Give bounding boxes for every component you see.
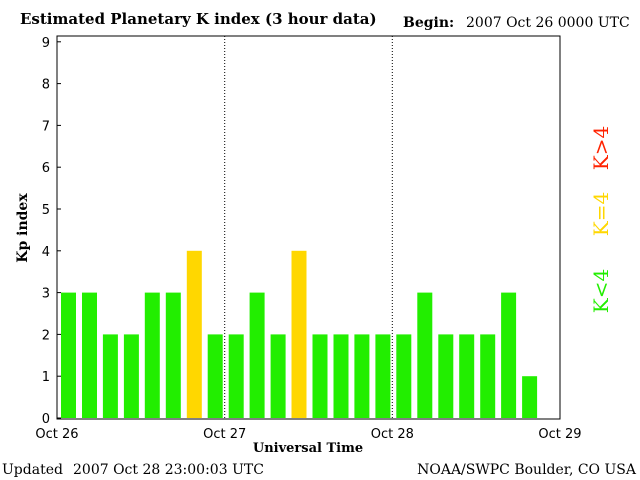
kp-bar-18 xyxy=(417,292,433,418)
y-tick-label-3: 3 xyxy=(42,287,50,302)
y-tick-label-7: 7 xyxy=(42,119,50,134)
x-tick-label-3: Oct 28 xyxy=(371,427,414,442)
x-axis-label: Universal Time xyxy=(253,441,363,456)
kp-bar-3 xyxy=(102,334,118,418)
y-tick-label-4: 4 xyxy=(42,245,50,260)
kp-bar-15 xyxy=(354,334,370,418)
kp-bar-2 xyxy=(82,292,97,418)
chart-title: Estimated Planetary K index (3 hour data… xyxy=(20,10,377,28)
kp-bar-8 xyxy=(207,334,223,418)
kp-bar-21 xyxy=(480,334,496,418)
updated-label: Updated xyxy=(2,462,63,478)
kp-bar-19 xyxy=(438,334,454,418)
y-tick-label-0: 0 xyxy=(42,412,50,427)
kp-bar-12 xyxy=(291,250,307,418)
x-tick-label-2: Oct 27 xyxy=(203,427,246,442)
y-tick-label-6: 6 xyxy=(42,161,50,176)
begin-value: 2007 Oct 26 0000 UTC xyxy=(466,15,630,31)
legend-k-greater-4: K>4 xyxy=(589,126,613,170)
kp-bar-14 xyxy=(333,334,349,418)
kp-bar-22 xyxy=(501,292,517,418)
begin-label: Begin: xyxy=(403,15,454,31)
kp-bar-16 xyxy=(375,334,391,418)
source-label: NOAA/SWPC Boulder, CO USA xyxy=(417,462,637,478)
kp-bar-5 xyxy=(144,292,160,418)
kp-bar-6 xyxy=(165,292,181,418)
kp-bar-7 xyxy=(186,250,202,418)
x-tick-label-1: Oct 26 xyxy=(35,427,78,442)
kp-bar-4 xyxy=(123,334,139,418)
legend-k-less-4: K<4 xyxy=(589,269,613,313)
y-tick-label-5: 5 xyxy=(42,203,50,218)
y-axis-ticks: 0 1 2 3 4 5 6 7 8 9 xyxy=(42,36,61,427)
kp-bar-9 xyxy=(228,334,244,418)
kp-bar-1 xyxy=(61,292,76,418)
updated-value: 2007 Oct 28 23:00:03 UTC xyxy=(73,462,264,478)
kp-bar-11 xyxy=(270,334,286,418)
y-tick-label-2: 2 xyxy=(42,328,50,343)
kp-bar-23 xyxy=(522,376,538,418)
x-axis-ticks: Oct 26 Oct 27 Oct 28 Oct 29 xyxy=(35,427,581,442)
y-tick-label-8: 8 xyxy=(42,78,50,93)
legend-k-equal-4: K=4 xyxy=(589,192,613,236)
y-axis-label: Kp index xyxy=(15,193,31,263)
kp-bar-13 xyxy=(312,334,328,418)
kp-bar-10 xyxy=(249,292,265,418)
y-tick-label-1: 1 xyxy=(42,370,50,385)
kp-bar-17 xyxy=(396,334,412,418)
y-tick-label-9: 9 xyxy=(42,36,50,51)
kp-bar-20 xyxy=(459,334,475,418)
x-tick-label-4: Oct 29 xyxy=(538,427,581,442)
bars-group xyxy=(61,250,538,418)
plot-frame xyxy=(56,35,561,420)
